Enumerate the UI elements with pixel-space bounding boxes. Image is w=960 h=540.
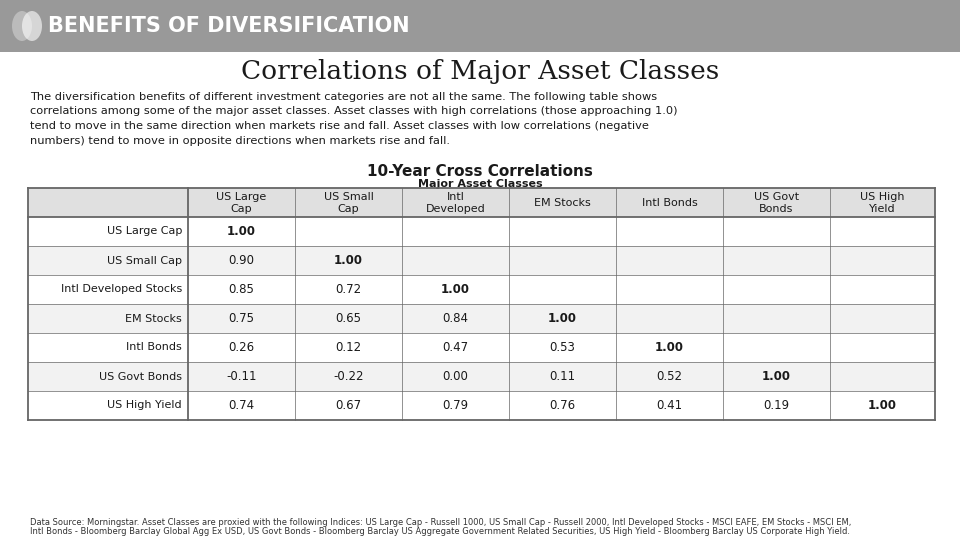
Text: 1.00: 1.00: [655, 341, 684, 354]
Text: US Small
Cap: US Small Cap: [324, 192, 373, 213]
Text: 0.75: 0.75: [228, 312, 254, 325]
Bar: [28, 275, 935, 304]
Text: 0.67: 0.67: [335, 399, 362, 412]
Text: 0.52: 0.52: [657, 370, 683, 383]
Text: 0.90: 0.90: [228, 254, 254, 267]
Bar: [28, 188, 935, 217]
Text: US Small Cap: US Small Cap: [107, 255, 182, 266]
Text: -0.11: -0.11: [227, 370, 256, 383]
Text: The diversification benefits of different investment categories are not all the : The diversification benefits of differen…: [30, 92, 658, 102]
Text: Intl Bonds - Bloomberg Barclay Global Agg Ex USD, US Govt Bonds - Bloomberg Barc: Intl Bonds - Bloomberg Barclay Global Ag…: [30, 527, 850, 536]
Text: BENEFITS OF DIVERSIFICATION: BENEFITS OF DIVERSIFICATION: [48, 16, 410, 36]
Text: US High
Yield: US High Yield: [860, 192, 904, 213]
Ellipse shape: [22, 11, 42, 41]
Bar: [28, 304, 935, 333]
Text: 0.85: 0.85: [228, 283, 254, 296]
Text: 0.00: 0.00: [443, 370, 468, 383]
Text: 0.84: 0.84: [443, 312, 468, 325]
Text: numbers) tend to move in opposite directions when markets rise and fall.: numbers) tend to move in opposite direct…: [30, 136, 450, 145]
Text: US Govt
Bonds: US Govt Bonds: [754, 192, 799, 213]
Bar: [0, 0, 960, 52]
Text: Intl Bonds: Intl Bonds: [641, 198, 697, 207]
Text: 10-Year Cross Correlations: 10-Year Cross Correlations: [367, 164, 593, 179]
Text: Major Asset Classes: Major Asset Classes: [418, 179, 542, 189]
Text: 0.41: 0.41: [657, 399, 683, 412]
Text: 0.76: 0.76: [549, 399, 576, 412]
Text: 0.79: 0.79: [443, 399, 468, 412]
Bar: [28, 391, 935, 420]
Text: 0.12: 0.12: [335, 341, 362, 354]
Text: Data Source: Morningstar. Asset Classes are proxied with the following Indices: : Data Source: Morningstar. Asset Classes …: [30, 518, 852, 527]
Ellipse shape: [12, 11, 32, 41]
Text: 0.65: 0.65: [335, 312, 362, 325]
Bar: [28, 246, 935, 275]
Text: -0.22: -0.22: [333, 370, 364, 383]
Text: US Govt Bonds: US Govt Bonds: [99, 372, 182, 381]
Text: US Large Cap: US Large Cap: [107, 226, 182, 237]
Text: 0.11: 0.11: [549, 370, 576, 383]
Text: 0.26: 0.26: [228, 341, 254, 354]
Text: US Large
Cap: US Large Cap: [216, 192, 267, 213]
Text: 0.47: 0.47: [443, 341, 468, 354]
Text: 1.00: 1.00: [548, 312, 577, 325]
Text: 0.74: 0.74: [228, 399, 254, 412]
Text: 0.53: 0.53: [549, 341, 575, 354]
Bar: [28, 333, 935, 362]
Text: correlations among some of the major asset classes. Asset classes with high corr: correlations among some of the major ass…: [30, 106, 678, 117]
Text: EM Stocks: EM Stocks: [534, 198, 590, 207]
Text: 1.00: 1.00: [868, 399, 897, 412]
Bar: [28, 217, 935, 246]
Text: 0.72: 0.72: [335, 283, 362, 296]
Text: Correlations of Major Asset Classes: Correlations of Major Asset Classes: [241, 59, 719, 84]
Text: 1.00: 1.00: [227, 225, 256, 238]
Text: EM Stocks: EM Stocks: [125, 314, 182, 323]
Text: 1.00: 1.00: [762, 370, 791, 383]
Text: 1.00: 1.00: [334, 254, 363, 267]
Bar: [28, 362, 935, 391]
Text: Intl Developed Stocks: Intl Developed Stocks: [60, 285, 182, 294]
Text: Intl
Developed: Intl Developed: [425, 192, 486, 213]
Text: 0.19: 0.19: [763, 399, 789, 412]
Text: 1.00: 1.00: [441, 283, 470, 296]
Text: US High Yield: US High Yield: [108, 401, 182, 410]
Text: tend to move in the same direction when markets rise and fall. Asset classes wit: tend to move in the same direction when …: [30, 121, 649, 131]
Text: Intl Bonds: Intl Bonds: [127, 342, 182, 353]
